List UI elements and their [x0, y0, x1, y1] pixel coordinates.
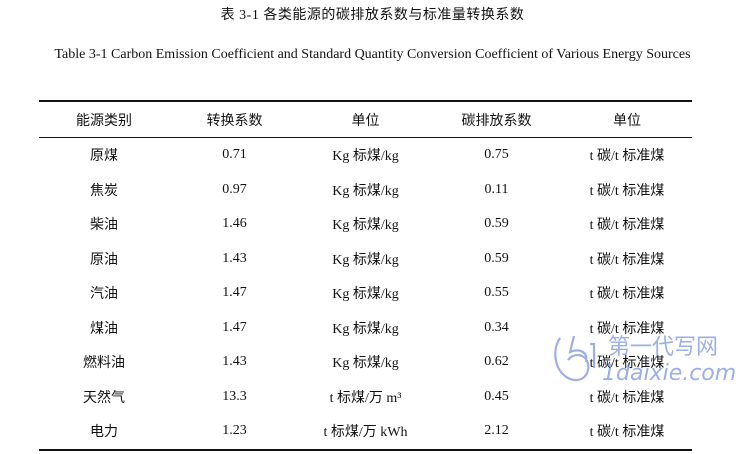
- cell-energy-type: 汽油: [90, 287, 118, 303]
- cell-emission-unit: t 碳/t 标准煤: [589, 390, 665, 406]
- cell-emission-coefficient: 0.59: [484, 216, 509, 232]
- cell-conversion-unit: t 标煤/万 kWh: [323, 425, 408, 441]
- table-row: 煤油 1.47 Kg 标煤/kg 0.34 t 碳/t 标准煤: [39, 311, 692, 346]
- cell-emission-unit: t 碳/t 标准煤: [589, 321, 665, 337]
- cell-conversion-coefficient: 0.71: [222, 147, 247, 163]
- cell-conversion-coefficient: 1.23: [222, 423, 247, 439]
- cell-energy-type: 燃料油: [83, 356, 125, 372]
- cell-conversion-unit: t 标煤/万 m³: [329, 390, 402, 406]
- cell-conversion-unit: Kg 标煤/kg: [332, 321, 399, 337]
- table-row: 原煤 0.71 Kg 标煤/kg 0.75 t 碳/t 标准煤: [39, 138, 692, 173]
- table-body: 原煤 0.71 Kg 标煤/kg 0.75 t 碳/t 标准煤 焦炭 0.97 …: [39, 138, 692, 450]
- cell-conversion-unit: Kg 标煤/kg: [332, 287, 399, 303]
- cell-emission-unit: t 碳/t 标准煤: [589, 425, 665, 441]
- cell-emission-coefficient: 0.34: [484, 319, 509, 335]
- cell-emission-unit: t 碳/t 标准煤: [589, 252, 665, 268]
- cell-emission-coefficient: 0.59: [484, 250, 509, 266]
- cell-energy-type: 原煤: [90, 149, 118, 165]
- cell-conversion-coefficient: 1.43: [222, 354, 247, 370]
- cell-energy-type: 天然气: [83, 390, 125, 406]
- cell-emission-unit: t 碳/t 标准煤: [589, 218, 665, 234]
- cell-energy-type: 煤油: [90, 321, 118, 337]
- cell-emission-unit: t 碳/t 标准煤: [589, 183, 665, 199]
- table-row: 天然气 13.3 t 标煤/万 m³ 0.45 t 碳/t 标准煤: [39, 380, 692, 415]
- table-header: 能源类别 转换系数 单位 碳排放系数 单位: [39, 101, 692, 138]
- table-caption-english: Table 3-1 Carbon Emission Coefficient an…: [54, 47, 691, 62]
- cell-conversion-coefficient: 1.47: [222, 285, 247, 301]
- cell-conversion-unit: Kg 标煤/kg: [332, 183, 399, 199]
- cell-conversion-coefficient: 13.3: [222, 388, 247, 404]
- cell-emission-coefficient: 0.45: [484, 388, 509, 404]
- header-emission-unit: 单位: [613, 113, 641, 129]
- cell-emission-coefficient: 0.62: [484, 354, 509, 370]
- cell-emission-coefficient: 0.55: [484, 285, 509, 301]
- cell-emission-unit: t 碳/t 标准煤: [589, 149, 665, 165]
- header-row: 能源类别 转换系数 单位 碳排放系数 单位: [39, 101, 692, 138]
- cell-conversion-unit: Kg 标煤/kg: [332, 356, 399, 372]
- cell-emission-unit: t 碳/t 标准煤: [589, 287, 665, 303]
- cell-energy-type: 柴油: [90, 218, 118, 234]
- cell-energy-type: 电力: [90, 425, 118, 441]
- table-caption-chinese: 表 3-1 各类能源的碳排放系数与标准量转换系数: [220, 8, 525, 23]
- header-emission-coefficient: 碳排放系数: [461, 113, 532, 129]
- table-row: 柴油 1.46 Kg 标煤/kg 0.59 t 碳/t 标准煤: [39, 207, 692, 242]
- cell-conversion-unit: Kg 标煤/kg: [332, 149, 399, 165]
- cell-emission-coefficient: 2.12: [484, 423, 509, 439]
- cell-conversion-coefficient: 1.46: [222, 216, 247, 232]
- cell-conversion-coefficient: 1.47: [222, 319, 247, 335]
- header-energy-type: 能源类别: [76, 113, 132, 129]
- cell-energy-type: 焦炭: [90, 183, 118, 199]
- cell-conversion-coefficient: 1.43: [222, 250, 247, 266]
- cell-emission-unit: t 碳/t 标准煤: [589, 356, 665, 372]
- cell-energy-type: 原油: [90, 252, 118, 268]
- table-row: 原油 1.43 Kg 标煤/kg 0.59 t 碳/t 标准煤: [39, 242, 692, 277]
- header-conversion-coefficient: 转换系数: [206, 113, 263, 129]
- cell-conversion-unit: Kg 标煤/kg: [332, 218, 399, 234]
- table-row: 焦炭 0.97 Kg 标煤/kg 0.11 t 碳/t 标准煤: [39, 173, 692, 208]
- cell-conversion-coefficient: 0.97: [222, 181, 247, 197]
- table-row: 燃料油 1.43 Kg 标煤/kg 0.62 t 碳/t 标准煤: [39, 345, 692, 380]
- cell-emission-coefficient: 0.11: [484, 181, 509, 197]
- header-conversion-unit: 单位: [351, 113, 380, 129]
- table-row: 汽油 1.47 Kg 标煤/kg 0.55 t 碳/t 标准煤: [39, 276, 692, 311]
- table-row: 电力 1.23 t 标煤/万 kWh 2.12 t 碳/t 标准煤: [39, 414, 692, 450]
- cell-conversion-unit: Kg 标煤/kg: [332, 252, 399, 268]
- data-table: 能源类别 转换系数 单位 碳排放系数 单位 原煤 0.71 Kg 标煤/kg 0…: [39, 100, 692, 451]
- cell-emission-coefficient: 0.75: [484, 147, 509, 163]
